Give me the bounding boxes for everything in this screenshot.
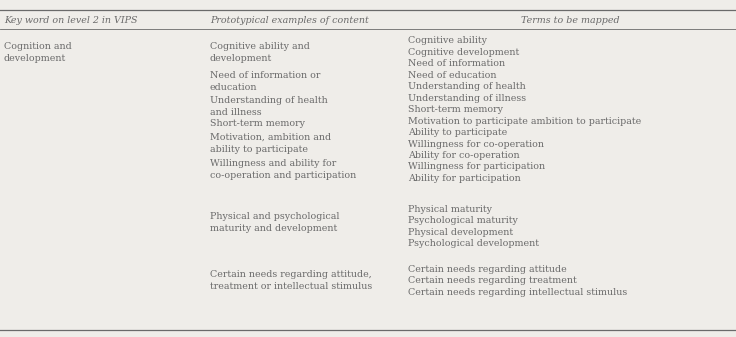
Text: Need of information: Need of information xyxy=(408,59,506,68)
Text: Cognition and
development: Cognition and development xyxy=(4,42,71,63)
Text: Psychological development: Psychological development xyxy=(408,239,539,248)
Text: Cognitive ability: Cognitive ability xyxy=(408,36,487,45)
Text: Physical development: Physical development xyxy=(408,228,514,237)
Text: Prototypical examples of content: Prototypical examples of content xyxy=(210,16,369,25)
Text: Certain needs regarding attitude: Certain needs regarding attitude xyxy=(408,265,567,274)
Text: Certain needs regarding intellectual stimulus: Certain needs regarding intellectual sti… xyxy=(408,288,628,297)
Text: Physical and psychological
maturity and development: Physical and psychological maturity and … xyxy=(210,212,339,234)
Text: Need of education: Need of education xyxy=(408,71,497,80)
Text: Physical maturity: Physical maturity xyxy=(408,205,492,214)
Text: Key word on level 2 in VIPS: Key word on level 2 in VIPS xyxy=(4,16,137,25)
Text: Need of information or
education: Need of information or education xyxy=(210,71,320,92)
Text: Understanding of health: Understanding of health xyxy=(408,82,526,91)
Text: Cognitive ability and
development: Cognitive ability and development xyxy=(210,42,310,63)
Text: Certain needs regarding treatment: Certain needs regarding treatment xyxy=(408,276,577,285)
Text: Cognitive development: Cognitive development xyxy=(408,48,520,57)
Text: Short-term memory: Short-term memory xyxy=(210,119,305,128)
Text: Certain needs regarding attitude,
treatment or intellectual stimulus: Certain needs regarding attitude, treatm… xyxy=(210,270,372,291)
Text: Willingness for participation: Willingness for participation xyxy=(408,162,545,172)
Text: Willingness for co-operation: Willingness for co-operation xyxy=(408,140,545,149)
Text: Understanding of health
and illness: Understanding of health and illness xyxy=(210,96,328,117)
Text: Ability for participation: Ability for participation xyxy=(408,174,521,183)
Text: Terms to be mapped: Terms to be mapped xyxy=(521,16,620,25)
Text: Motivation, ambition and
ability to participate: Motivation, ambition and ability to part… xyxy=(210,132,331,154)
Text: Motivation to participate ambition to participate: Motivation to participate ambition to pa… xyxy=(408,117,642,126)
Text: Ability for co-operation: Ability for co-operation xyxy=(408,151,520,160)
Text: Short-term memory: Short-term memory xyxy=(408,105,503,114)
Text: Understanding of illness: Understanding of illness xyxy=(408,94,526,103)
Text: Ability to participate: Ability to participate xyxy=(408,128,508,137)
Text: Willingness and ability for
co-operation and participation: Willingness and ability for co-operation… xyxy=(210,159,356,180)
Text: Psychological maturity: Psychological maturity xyxy=(408,216,518,225)
